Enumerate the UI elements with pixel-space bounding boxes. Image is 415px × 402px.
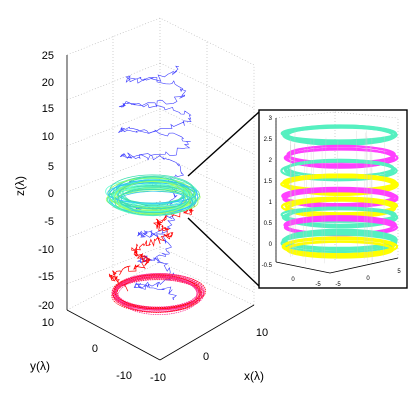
inset-speckle: [289, 140, 291, 255]
z-tick-label: -15: [38, 271, 54, 283]
torus-hole: [139, 191, 167, 200]
inset-ring: [282, 237, 395, 256]
inset-speckle: [302, 148, 306, 258]
z-tick-label: 20: [42, 77, 54, 89]
zoom-connector-bottom: [187, 217, 260, 287]
inset-x-tick-label: 0: [291, 277, 295, 283]
inset-ring: [285, 232, 394, 249]
inset-z-tick-label: 0.5: [264, 221, 273, 227]
torus-ring: [120, 187, 188, 210]
y-tick-label: -10: [116, 370, 132, 382]
inset-speckle: [336, 140, 339, 259]
inset-y-tick-label: 0: [366, 276, 370, 282]
ring-bottom: [116, 275, 199, 308]
main-x-ticks: -10 0 10: [150, 327, 268, 384]
inset-y-tick-label: -5: [335, 282, 341, 288]
inset-z-tick-label: 1: [269, 200, 273, 206]
x-tick-label: 10: [256, 327, 268, 339]
inset-speckle: [383, 136, 385, 257]
x-tick-label: -10: [150, 372, 166, 384]
inset-z-tick-label: 1.5: [264, 179, 273, 185]
z-tick-label: 0: [48, 188, 54, 200]
main-y-ticks: 10 0 -10: [42, 317, 132, 382]
inset-ring: [284, 196, 399, 215]
inset-z-tick-label: 0: [269, 242, 273, 248]
inset-speckle: [363, 132, 366, 260]
inset-speckle: [310, 140, 313, 260]
main-z-ticks: 25 20 15 10 5 0 -5 -10 -15 -20: [38, 50, 54, 312]
torus-ring: [122, 176, 185, 206]
torus-ring: [114, 189, 194, 216]
ring-bottom: [114, 279, 202, 311]
y-tick-label: 0: [92, 343, 98, 355]
y-tick-label: 10: [42, 317, 54, 329]
inset-ring: [285, 124, 398, 144]
z-tick-label: 25: [42, 50, 54, 62]
ring-bottom: [115, 275, 198, 313]
inset-xy-ticks: 0 -5 -5 0 5: [291, 269, 401, 288]
ring-bottom: [112, 278, 201, 310]
torus-ring: [118, 180, 191, 214]
z-tick-label: 5: [48, 161, 54, 173]
inset-speckle: [370, 146, 373, 262]
x-tick-label: 0: [203, 351, 209, 363]
inset-speckle: [290, 145, 293, 256]
inset-speckle: [294, 143, 297, 255]
inset-x-tick-label: -5: [315, 282, 321, 288]
z-tick-label: 15: [42, 103, 54, 115]
inset-z-tick-label: -0.5: [262, 263, 273, 269]
torus-ring: [107, 182, 198, 204]
inset-speckle: [293, 130, 296, 253]
ring-bottom: [117, 276, 200, 315]
y-axis-line: [66, 309, 161, 361]
z-axis-label: z(λ): [13, 176, 27, 196]
main-grid: [66, 17, 255, 311]
inset-z-tick-label: 2.5: [264, 137, 273, 143]
y-axis-label: y(λ): [30, 359, 50, 373]
z-tick-label: -20: [38, 300, 54, 312]
inset-speckle: [312, 139, 315, 253]
inset-y-tick-label: 5: [397, 269, 401, 275]
inset-speckle: [366, 136, 368, 263]
inset-ring: [283, 158, 395, 181]
main-axes: [66, 17, 255, 361]
inset-z-tick-label: 2: [269, 158, 273, 164]
inset-speckle: [356, 130, 358, 256]
inset-z-tick-label: 3: [269, 116, 273, 122]
zoom-connector-top: [187, 111, 260, 177]
inset-ring: [285, 240, 395, 259]
inset-ring: [287, 144, 395, 167]
x-axis-line: [159, 304, 255, 361]
inset-speckle: [324, 137, 327, 264]
z-tick-label: -5: [44, 216, 54, 228]
inset-ring-layers: [280, 124, 399, 264]
z-tick-label: 10: [42, 131, 54, 143]
main-trajectories: [105, 65, 207, 315]
x-axis-label: x(λ): [244, 369, 264, 383]
inset-ring: [280, 206, 397, 223]
inset-z-ticks: 3 2.5 2 1.5 1 0.5 0 -0.5: [262, 116, 273, 269]
inset-speckle: [305, 144, 308, 264]
z-tick-label: -10: [38, 244, 54, 256]
